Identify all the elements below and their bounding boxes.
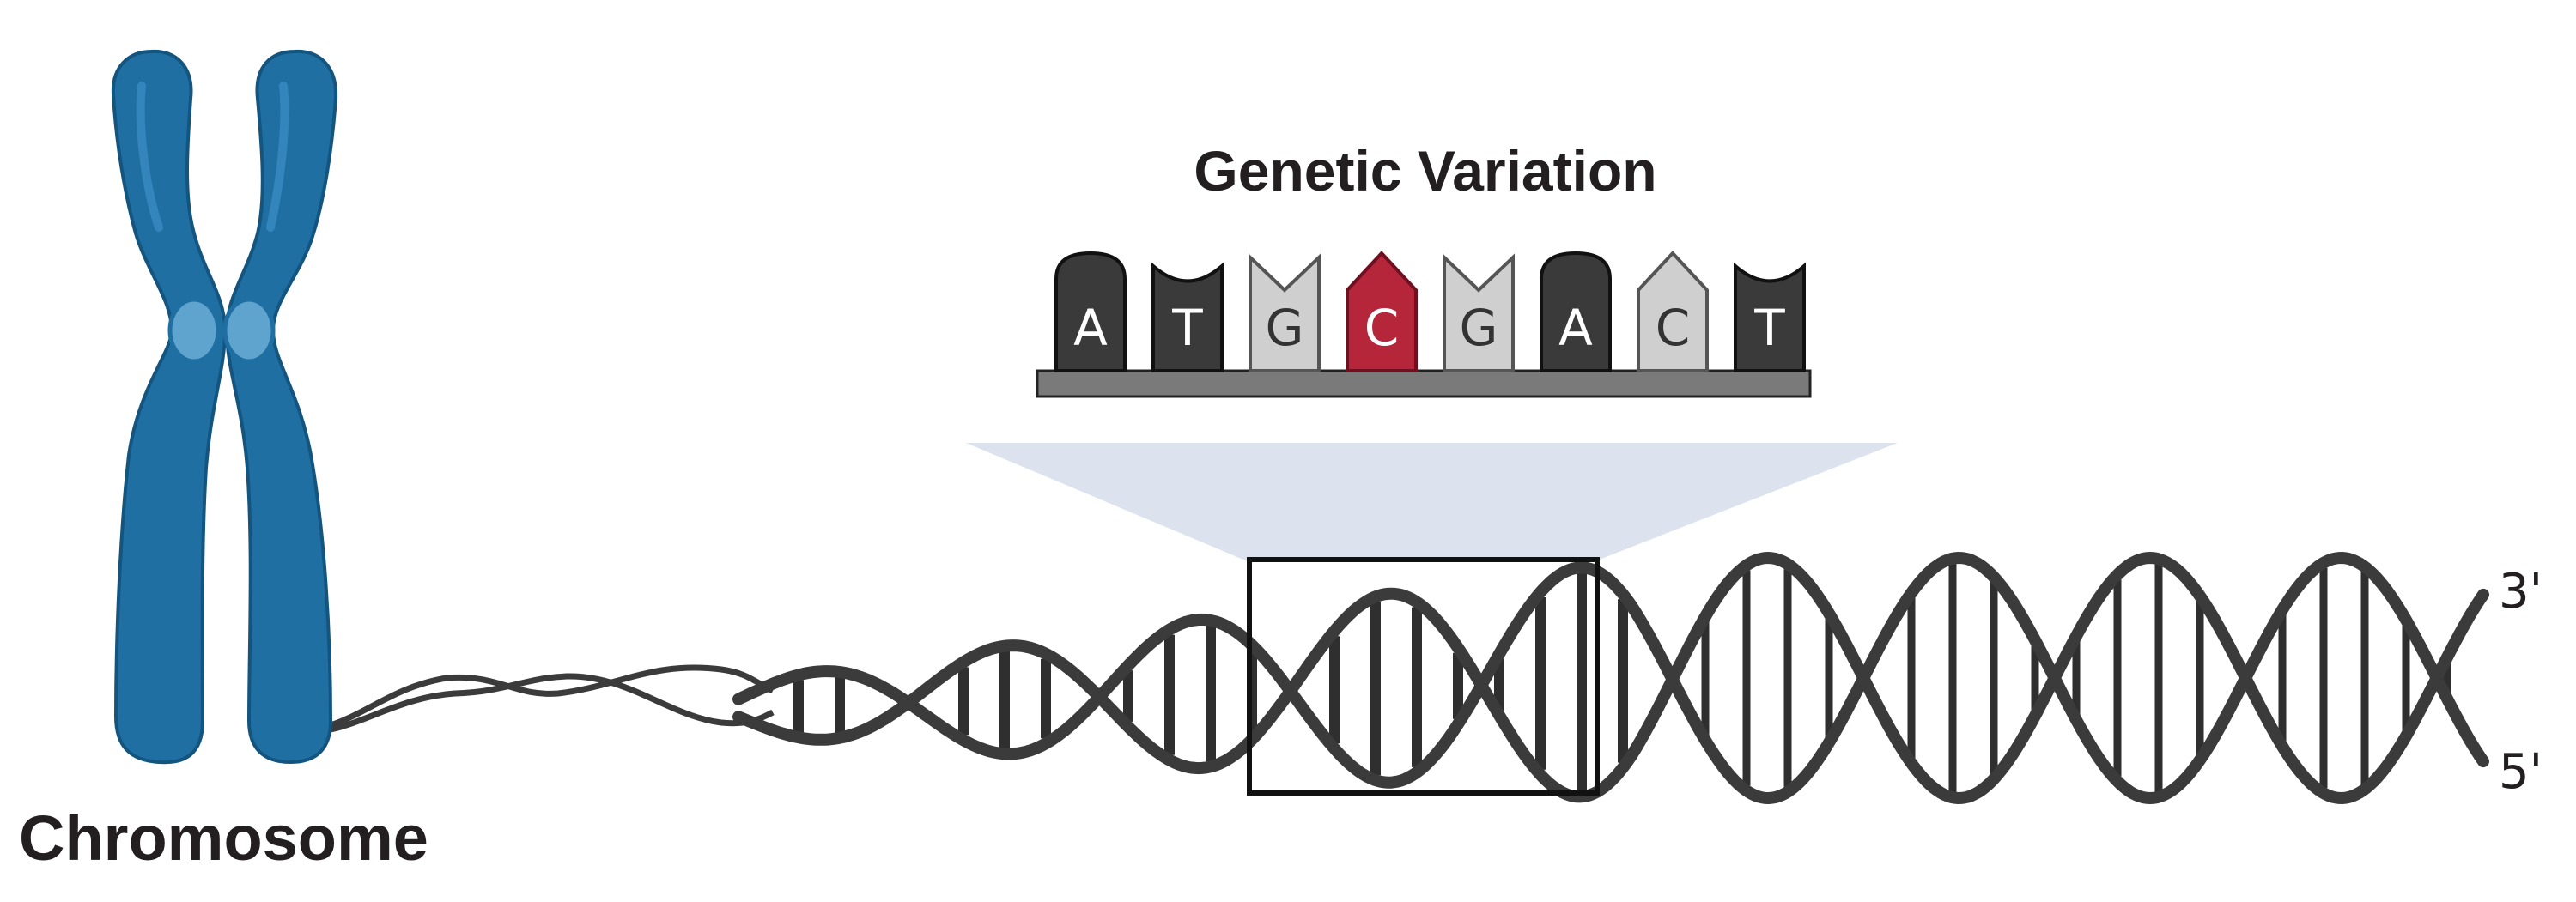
chromatid-right [224,49,338,765]
base-tile [1443,253,1515,372]
base-letter: A [1558,299,1593,357]
zoom-box [1247,557,1600,796]
dna-thin-strand-2 [330,673,775,733]
dna-double-helix [329,551,2489,805]
base-tile [1734,262,1806,372]
dna-strand-1 [732,551,2489,805]
variant-base-tile [1346,251,1418,372]
centromere-left [167,297,221,364]
strand-end-bottom-label: 5' [2499,744,2543,800]
base-tile [1249,253,1321,372]
base-tile [1151,262,1224,372]
base-letter: T [1753,299,1785,357]
chromatid-left [111,49,228,765]
centromere-right [222,297,276,364]
strand-end-top-label: 3' [2499,564,2543,620]
chromosome-label: Chromosome [19,802,428,874]
base-tile [1054,251,1127,372]
title: Genetic Variation [1194,139,1656,203]
base-letter: T [1171,299,1203,357]
chromatid-highlight [266,82,289,232]
chromosome [111,49,338,765]
base-letter: G [1266,299,1304,357]
chromatid-highlight [136,82,163,232]
base-pair-rungs [793,563,2451,793]
base-letter: A [1073,299,1108,357]
base-letter: G [1460,299,1498,357]
dna-strand-2 [732,551,2489,805]
zoom-highlight [966,443,1898,562]
sequence-baseplate [1036,369,1812,398]
base-letter: C [1656,299,1691,357]
base-letter: C [1364,299,1400,357]
base-tile [1540,251,1612,372]
dna-thin-strand-1 [329,664,775,729]
base-tile [1637,251,1709,372]
